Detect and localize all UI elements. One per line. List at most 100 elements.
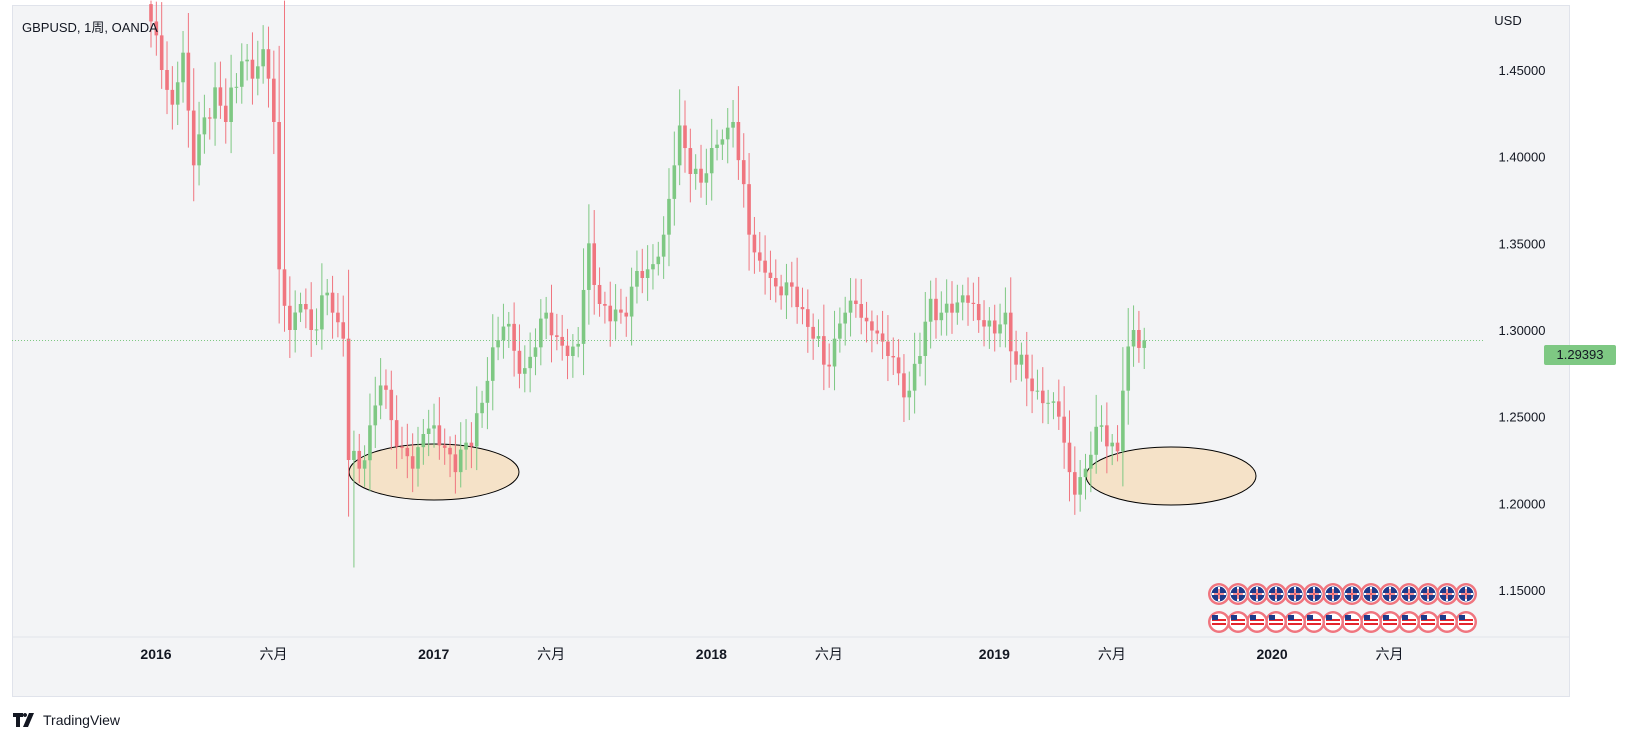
candle-body: [1115, 442, 1120, 452]
candle-body: [544, 312, 548, 319]
candle-body: [688, 148, 693, 175]
candle-body: [373, 405, 378, 426]
candle-body: [400, 446, 404, 448]
candle-body: [1030, 378, 1034, 392]
candle-body: [1024, 354, 1029, 379]
candle-body: [1040, 390, 1045, 404]
candle-body: [533, 347, 538, 357]
candle-body: [891, 355, 896, 358]
candle-body: [250, 59, 255, 79]
watermark-text: TradingView: [43, 712, 121, 728]
usd-flag-stripe-icon: [1364, 623, 1378, 625]
time-tick-label: 2020: [1256, 646, 1287, 662]
time-tick-label: 六月: [537, 646, 565, 662]
tradingview-watermark[interactable]: TradingView: [13, 712, 120, 728]
candle-body: [773, 278, 778, 287]
candle-body: [1083, 468, 1088, 478]
usd-flag-stripe-icon: [1288, 619, 1302, 621]
candle-body: [902, 373, 906, 398]
last-price-label: 1.29393: [1544, 345, 1616, 365]
candle-body: [1131, 330, 1136, 347]
usd-flag-canton-icon: [1459, 615, 1465, 620]
candle-body: [496, 340, 500, 348]
candle-body: [1121, 390, 1125, 452]
candle-body: [768, 272, 773, 279]
candle-body: [282, 269, 287, 306]
candle-body: [234, 86, 239, 88]
candle-body: [752, 234, 757, 253]
price-tick-label: 1.15000: [1499, 583, 1546, 598]
candle-body: [207, 117, 212, 119]
chart-area[interactable]: [12, 5, 1570, 697]
candle-body: [229, 87, 233, 123]
candle-body: [394, 420, 399, 447]
candle-body: [1003, 312, 1008, 325]
candle-body: [357, 450, 362, 469]
candle-body: [880, 333, 885, 342]
candle-body: [720, 139, 725, 145]
candle-body: [795, 286, 799, 308]
time-tick-label: 2018: [696, 646, 727, 662]
candle-body: [950, 303, 954, 313]
candle-body: [474, 413, 479, 447]
usd-flag-canton-icon: [1269, 615, 1275, 620]
candle-body: [998, 324, 1002, 334]
candle-body: [458, 449, 463, 473]
candle-body: [806, 309, 810, 327]
candle-body: [1099, 425, 1104, 427]
candle-body: [213, 87, 217, 119]
candle-body: [272, 78, 276, 123]
candle-body: [779, 286, 783, 296]
candle-body: [912, 363, 917, 391]
candle-body: [362, 460, 367, 469]
candle-body: [501, 326, 506, 341]
candle-body: [245, 59, 249, 62]
usd-flag-stripe-icon: [1231, 623, 1245, 625]
candle-body: [571, 346, 575, 356]
candle-body: [485, 380, 490, 403]
candle-body: [587, 243, 591, 290]
candle-body: [987, 320, 992, 327]
candle-body: [432, 425, 436, 429]
price-tick-label: 1.25000: [1499, 410, 1546, 425]
candle-body: [1051, 401, 1056, 403]
usd-flag-stripe-icon: [1288, 623, 1302, 625]
candle-body: [309, 309, 313, 330]
candle-body: [320, 295, 324, 330]
candle-body: [159, 35, 164, 71]
time-tick-label: 六月: [1376, 646, 1404, 662]
candle-body: [736, 122, 741, 161]
candle-body: [170, 89, 175, 105]
candle-body: [645, 269, 650, 279]
candle-body: [907, 390, 912, 398]
candle-body: [405, 447, 410, 457]
candle-body: [165, 70, 169, 90]
candle-body: [592, 243, 597, 285]
candle-body: [261, 49, 265, 67]
candle-body: [683, 125, 687, 149]
price-tick-label: 1.40000: [1499, 150, 1546, 165]
candle-body: [1110, 442, 1114, 447]
candle-body: [378, 385, 383, 406]
candle-body: [667, 198, 671, 235]
candle-body: [288, 305, 292, 330]
candle-body: [304, 304, 308, 310]
candle-body: [1019, 354, 1024, 365]
candle-body: [832, 338, 837, 367]
candle-body: [896, 357, 901, 374]
candle-body: [576, 343, 580, 347]
candle-body: [608, 305, 613, 322]
candle-body: [731, 122, 735, 128]
usd-flag-stripe-icon: [1307, 623, 1321, 625]
candle-body: [154, 21, 159, 36]
usd-flag-canton-icon: [1364, 615, 1370, 620]
usd-flag-stripe-icon: [1212, 619, 1226, 621]
candle-body: [918, 355, 922, 364]
candle-body: [410, 456, 415, 469]
candle-body: [293, 312, 297, 330]
candle-body: [1014, 351, 1018, 365]
candle-body: [298, 304, 303, 313]
usd-flag-stripe-icon: [1383, 623, 1397, 625]
candle-body: [966, 295, 970, 303]
candle-body: [960, 295, 965, 303]
